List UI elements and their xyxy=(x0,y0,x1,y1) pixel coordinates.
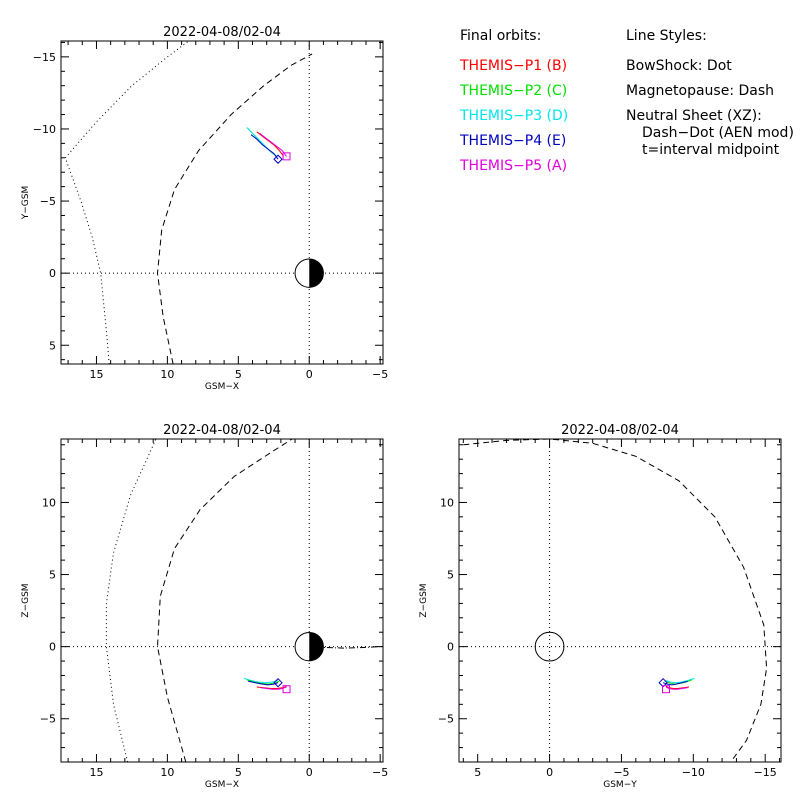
x-tick-label: −15 xyxy=(754,766,777,779)
y-tick-label: 5 xyxy=(49,569,56,582)
x-axis-label: GSM−X xyxy=(205,382,239,392)
legend-styles-title: Line Styles: xyxy=(626,28,707,44)
x-tick-label: −5 xyxy=(613,766,629,779)
y-tick-label: 0 xyxy=(447,641,454,654)
legend: Final orbits: Line Styles: THEMIS−P1 (B)… xyxy=(459,28,794,174)
x-tick-label: 15 xyxy=(89,766,103,779)
x-tick-label: 5 xyxy=(474,766,481,779)
orbit-p1 xyxy=(256,131,285,157)
x-tick-label: 10 xyxy=(160,766,174,779)
x-tick-label: 0 xyxy=(306,766,313,779)
plot-frame xyxy=(60,40,384,365)
legend-probe-p1: THEMIS−P1 (B) xyxy=(459,58,567,74)
plot-frame xyxy=(60,438,384,763)
orbit-end-marker-p4 xyxy=(273,677,283,688)
orbit-end-marker-p5 xyxy=(282,685,291,694)
x-tick-label: 10 xyxy=(160,368,174,381)
y-tick-label: −15 xyxy=(33,51,56,64)
legend-style-neutral-sheet: Neutral Sheet (XZ): xyxy=(626,108,762,124)
orbit-end-marker-p5 xyxy=(282,152,291,161)
x-tick-label: −5 xyxy=(372,766,388,779)
legend-probe-p4: THEMIS−P4 (E) xyxy=(459,133,566,149)
legend-style-midpoint: t=interval midpoint xyxy=(642,142,780,158)
magnetopause-line xyxy=(156,53,313,364)
x-tick-label: 0 xyxy=(546,766,553,779)
bow-shock-line-upper xyxy=(64,41,189,159)
plot-area xyxy=(459,439,781,762)
x-axis-label: GSM−Y xyxy=(603,780,637,790)
y-tick-label: 5 xyxy=(447,569,454,582)
chart-title: 2022-04-08/02-04 xyxy=(561,423,679,438)
x-tick-label: −10 xyxy=(682,766,705,779)
bow-shock-line xyxy=(105,439,157,762)
orbit-p4 xyxy=(250,134,279,160)
orbit-p4 xyxy=(662,680,688,686)
legend-probe-p2: THEMIS−P2 (C) xyxy=(459,83,567,99)
y-axis-label: Z−GSM xyxy=(21,583,31,617)
panel-2: 2022-04-08/02-04 15 10 5 0 −5 −5 0 5 10 GSM−X Z−GSM xyxy=(21,423,388,790)
x-tick-label: −5 xyxy=(372,368,388,381)
magnetopause-line xyxy=(156,439,293,762)
chart-title: 2022-04-08/02-04 xyxy=(163,423,281,438)
y-axis-label: Z−GSM xyxy=(419,583,429,617)
chart-title: 2022-04-08/02-04 xyxy=(163,25,281,40)
orbit-p5 xyxy=(259,132,287,157)
x-tick-label: 5 xyxy=(235,368,242,381)
x-tick-label: 0 xyxy=(306,368,313,381)
orbit-p5 xyxy=(665,686,688,690)
bow-shock-line xyxy=(64,157,110,364)
orbit-end-marker-p5 xyxy=(662,685,670,694)
orbit-end-marker-p4 xyxy=(273,154,283,164)
plot-frame xyxy=(458,438,782,763)
magnetopause-line xyxy=(463,439,768,762)
x-tick-label: 15 xyxy=(89,368,103,381)
earth-night-side xyxy=(309,258,324,288)
legend-style-magnetopause: Magnetopause: Dash xyxy=(626,83,774,99)
y-tick-label: 0 xyxy=(49,641,56,654)
earth-icon xyxy=(534,631,565,662)
panel-3: 2022-04-08/02-04 5 0 −5 −10 −15 −5 0 5 10 GSM−Y Z−G… xyxy=(419,423,782,790)
plot-area xyxy=(61,439,383,762)
y-tick-label: 5 xyxy=(49,339,56,352)
orbit-p1 xyxy=(665,685,690,689)
y-tick-label: −5 xyxy=(40,195,56,208)
y-axis-label: Y−GSM xyxy=(21,186,31,221)
y-tick-label: −5 xyxy=(40,713,56,726)
legend-orbits-title: Final orbits: xyxy=(460,28,541,44)
orbit-p2 xyxy=(246,679,280,685)
legend-style-dashdot: Dash−Dot (AEN mod) xyxy=(642,125,794,141)
legend-probe-p3: THEMIS−P3 (D) xyxy=(459,108,568,124)
plot-area xyxy=(61,41,383,364)
y-tick-label: −10 xyxy=(33,123,56,136)
orbit-p3 xyxy=(665,677,695,684)
y-tick-label: 10 xyxy=(42,496,56,509)
x-tick-label: 5 xyxy=(235,766,242,779)
y-tick-label: 10 xyxy=(440,496,454,509)
y-tick-label: −5 xyxy=(438,713,454,726)
orbit-end-marker-p4 xyxy=(658,677,668,688)
orbit-p3 xyxy=(243,677,279,684)
earth-night-side xyxy=(309,632,324,661)
legend-style-bowshock: BowShock: Dot xyxy=(626,58,732,74)
legend-probe-p5: THEMIS−P5 (A) xyxy=(459,158,567,174)
x-axis-label: GSM−X xyxy=(205,780,239,790)
y-tick-label: 0 xyxy=(49,267,56,280)
